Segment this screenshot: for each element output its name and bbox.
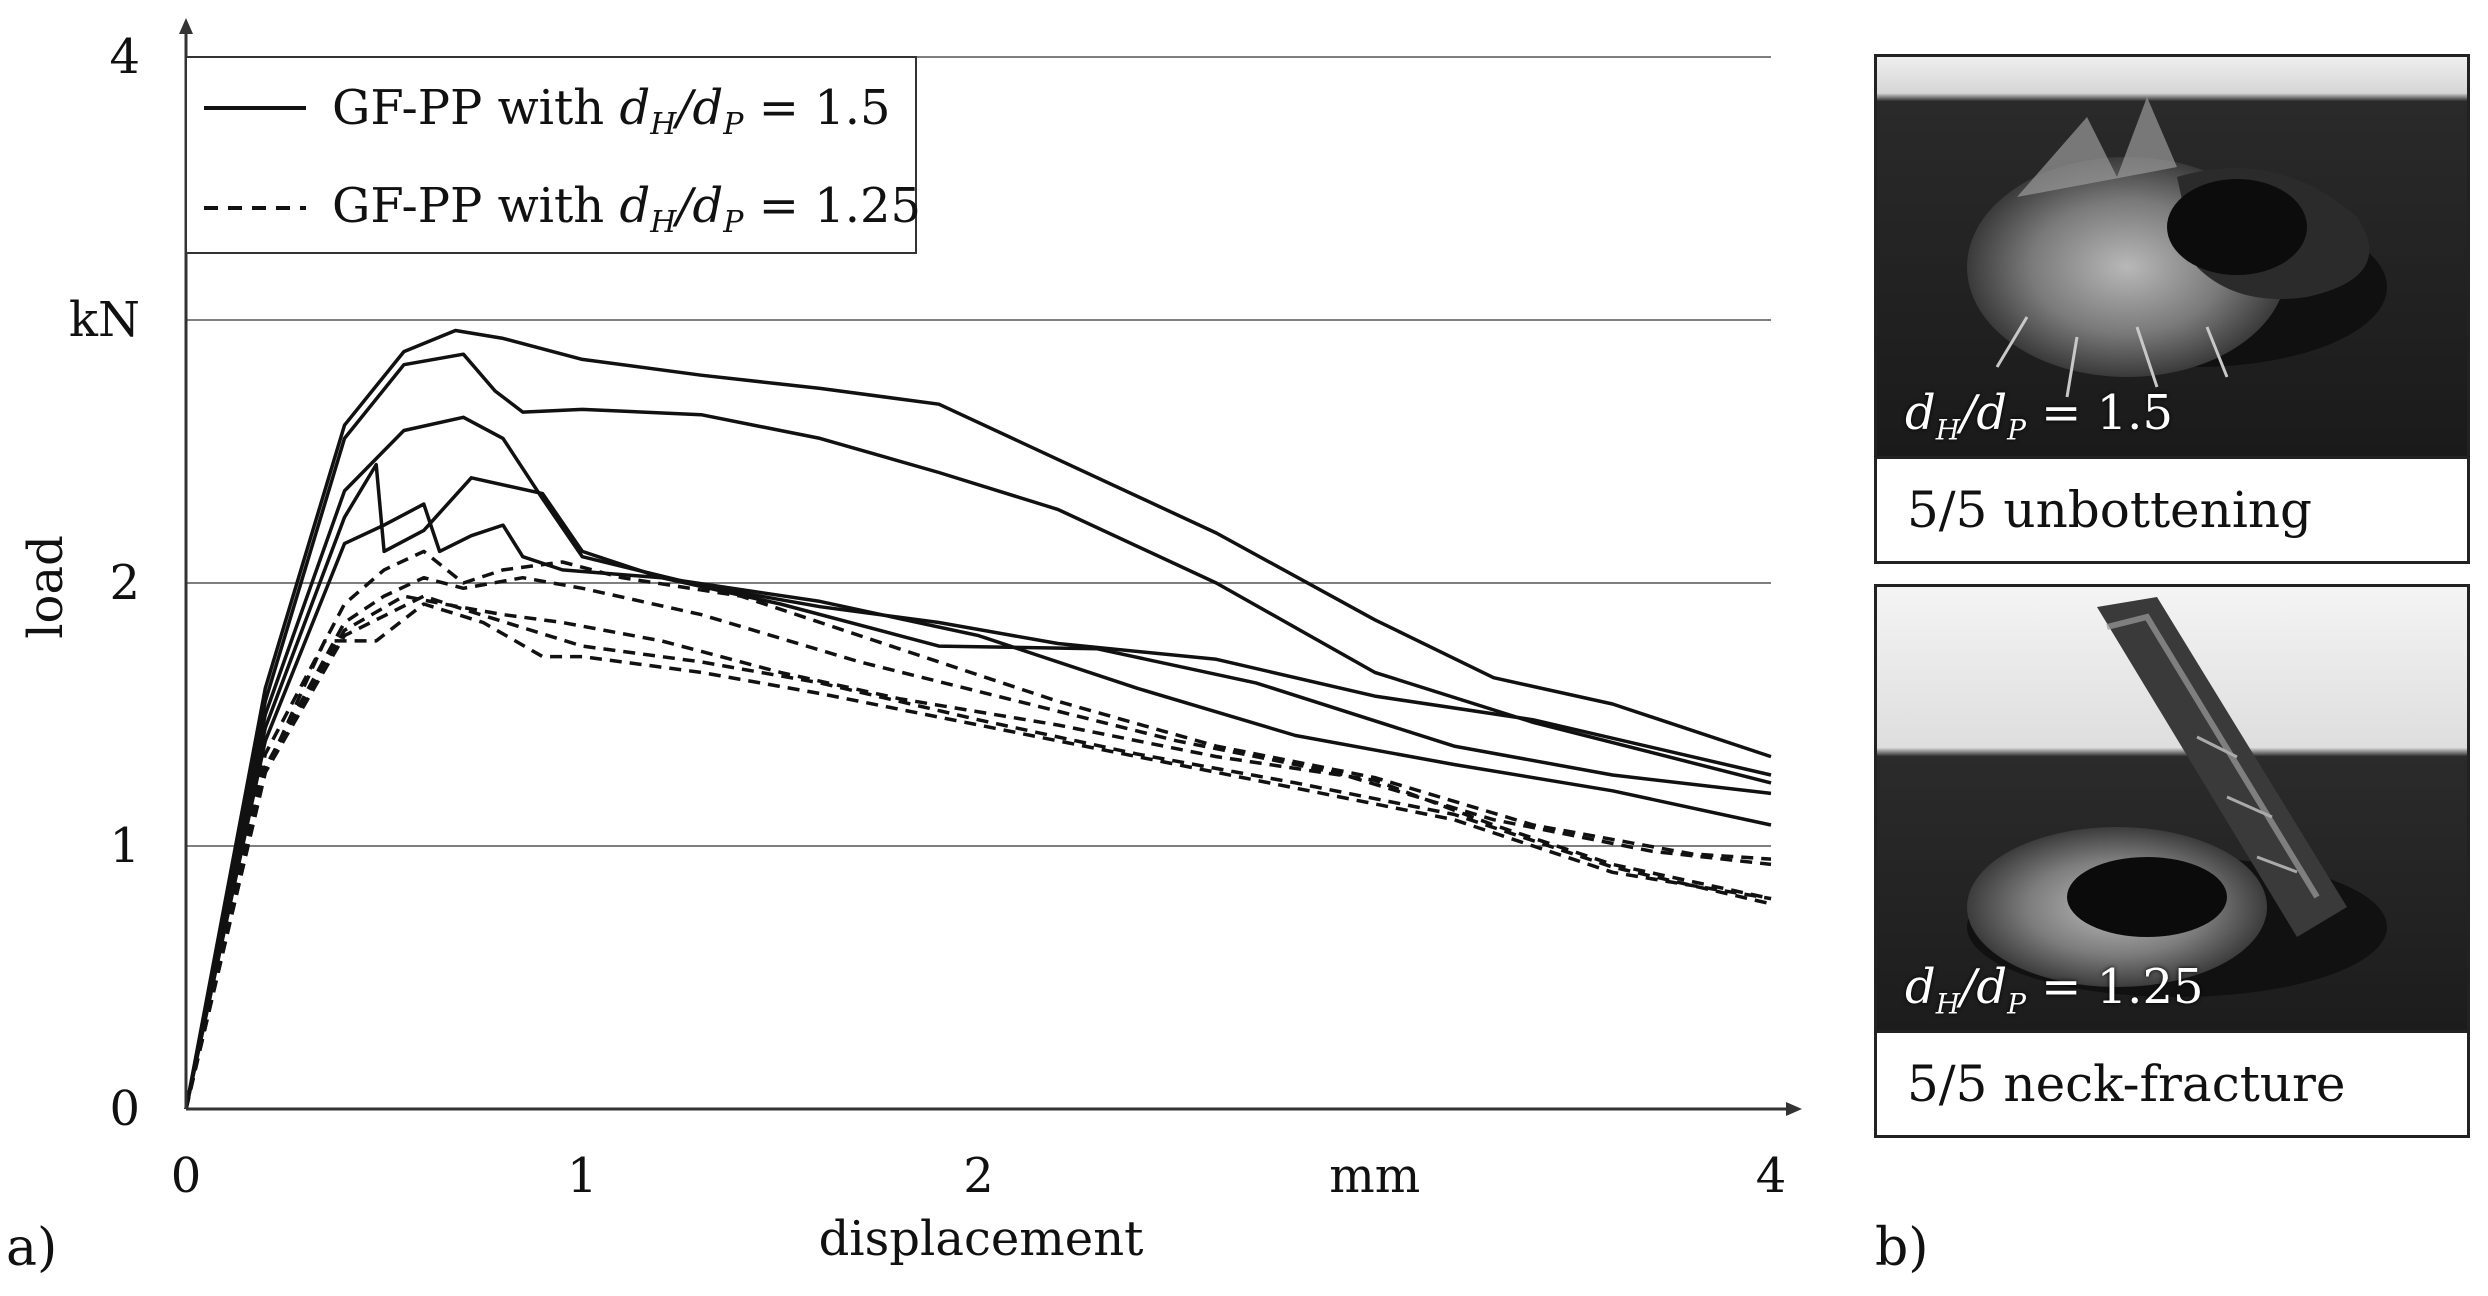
y-tick-label: 4 [109, 29, 140, 85]
photo-panel-unbuttoning: dH/dP = 1.5 5/5 unbottening [1874, 54, 2470, 564]
x-axis-arrow [1786, 1102, 1802, 1116]
y-axis-label: load [18, 535, 74, 639]
legend-entry-1: GF-PP with dH/dP = 1.5 [332, 80, 891, 142]
series-line-9 [184, 594, 1772, 1110]
photo-1-caption: 5/5 unbottening [1877, 456, 2467, 561]
y-tick-label: 0 [109, 1081, 140, 1137]
series-line-4 [184, 462, 1772, 1110]
series-line-7 [184, 575, 1772, 1110]
panel-a-label: a) [6, 1218, 58, 1278]
photo-panel-neck-fracture: dH/dP = 1.25 5/5 neck-fracture [1874, 584, 2470, 1138]
fracture-photo-2-image [1877, 587, 2467, 1033]
series-line-10 [184, 602, 1772, 1110]
series-line-5 [184, 502, 1772, 1110]
x-tick-label: 4 [1756, 1148, 1787, 1204]
data-series [184, 328, 1772, 1110]
photo-1-ratio-overlay: dH/dP = 1.5 [1905, 385, 2173, 447]
legend-entry-2: GF-PP with dH/dP = 1.25 [332, 178, 921, 240]
y-tick-label: 1 [109, 818, 140, 874]
x-tick-label: 0 [171, 1148, 202, 1204]
series-line-2 [184, 352, 1772, 1110]
series-line-1 [184, 328, 1772, 1110]
photo-2-ratio-overlay: dH/dP = 1.25 [1905, 959, 2204, 1021]
legend: GF-PP with dH/dP = 1.5 GF-PP with dH/dP … [185, 56, 921, 254]
fracture-photo-1: dH/dP = 1.5 [1877, 57, 2467, 459]
series-line-3 [184, 415, 1772, 1110]
y-tick-label: kN [69, 292, 140, 348]
legend-box [185, 56, 917, 254]
series-line-8 [184, 594, 1772, 1110]
y-axis-arrow [179, 18, 193, 34]
fracture-photo-1-image [1877, 57, 2467, 459]
series-line-6 [184, 549, 1772, 1110]
x-tick-label: 1 [567, 1148, 598, 1204]
photo-2-caption: 5/5 neck-fracture [1877, 1030, 2467, 1135]
tick-labels: 0 1 2 kN 4 0 1 2 mm 4 [69, 29, 1786, 1204]
y-tick-label: 2 [109, 555, 140, 611]
x-tick-label: 2 [963, 1148, 994, 1204]
x-tick-label: mm [1329, 1148, 1420, 1204]
x-axis-label: displacement [819, 1211, 1144, 1267]
panel-b-label: b) [1875, 1218, 1929, 1278]
fracture-photo-2: dH/dP = 1.25 [1877, 587, 2467, 1033]
